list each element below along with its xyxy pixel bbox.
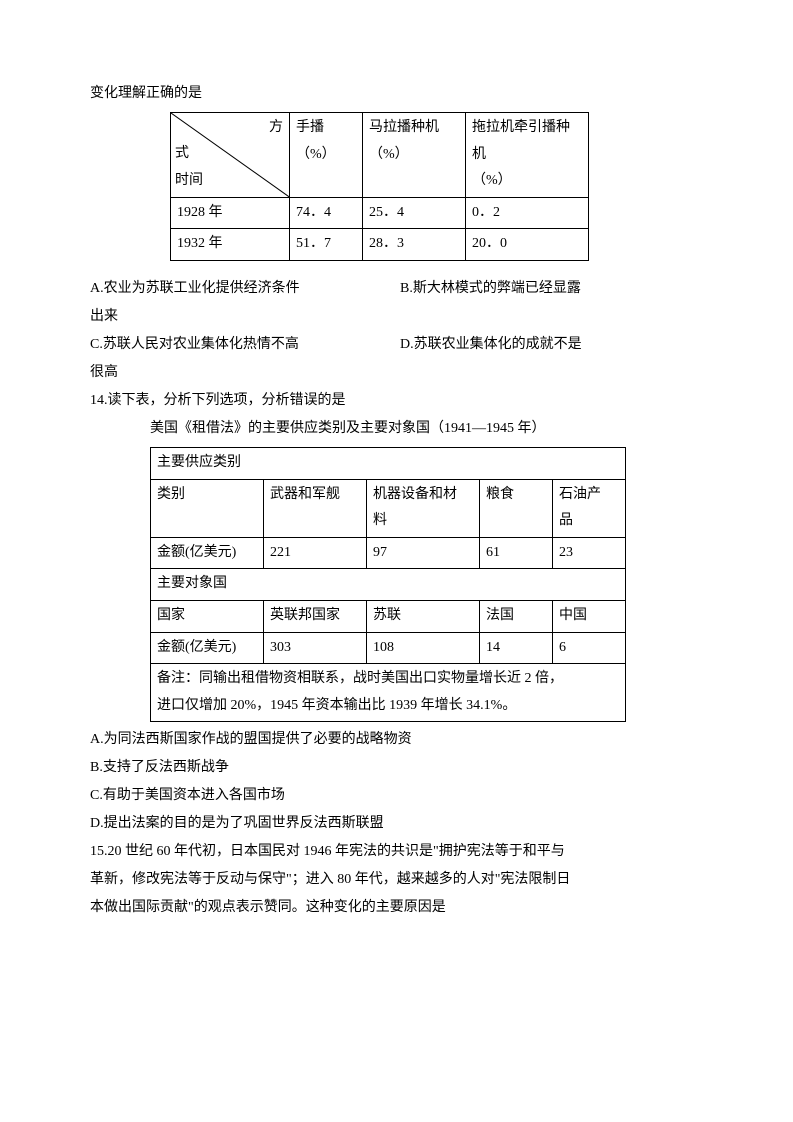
q13-r2-v3: 20．0 <box>466 229 589 261</box>
q14-stem: 14.读下表，分析下列选项，分析错误的是 <box>90 387 703 415</box>
q13-r1-v3: 0．2 <box>466 197 589 229</box>
q14-opt-d: D.提出法案的目的是为了巩固世界反法西斯联盟 <box>90 810 703 838</box>
q13-opt-c: C.苏联人民对农业集体化热情不高 <box>90 331 400 359</box>
q13-opt-a: A.农业为苏联工业化提供经济条件 <box>90 275 400 303</box>
q14-r2v-4: 6 <box>553 632 626 664</box>
q14-r2h-4: 中国 <box>553 600 626 632</box>
q13-r2-year: 1932 年 <box>171 229 290 261</box>
q14-r1v-0: 金额(亿美元) <box>151 537 264 569</box>
q13-r1-year: 1928 年 <box>171 197 290 229</box>
q14-r2v-0: 金额(亿美元) <box>151 632 264 664</box>
q14-table: 主要供应类别 类别 武器和军舰 机器设备和材料 粮食 石油产品 金额(亿美元) … <box>150 447 626 722</box>
q13-r2-v2: 28．3 <box>363 229 466 261</box>
q14-r1v-2: 97 <box>367 537 480 569</box>
q13-table: 方 式 时间 手播（%） 马拉播种机（%） 拖拉机牵引播种机（%） 1928 年… <box>170 112 589 261</box>
q14-r1v-4: 23 <box>553 537 626 569</box>
q13-r1-v1: 74．4 <box>290 197 363 229</box>
q13-r1-v2: 25．4 <box>363 197 466 229</box>
q14-r1h-0: 类别 <box>151 479 264 537</box>
q15-l2: 革新，修改宪法等于反动与保守"；进入 80 年代，越来越多的人对"宪法限制日 <box>90 866 703 894</box>
q14-r2h-2: 苏联 <box>367 600 480 632</box>
q13-intro: 变化理解正确的是 <box>90 80 703 108</box>
q14-r2v-1: 303 <box>264 632 367 664</box>
q13-diag-cell: 方 式 时间 <box>171 113 290 198</box>
q14-opt-c: C.有助于美国资本进入各国市场 <box>90 782 703 810</box>
q14-r2v-2: 108 <box>367 632 480 664</box>
diag-top: 方 <box>269 115 283 142</box>
q14-note: 备注：同输出租借物资相联系，战时美国出口实物量增长近 2 倍，进口仅增加 20%… <box>151 664 626 722</box>
q14-r1h-2: 机器设备和材料 <box>367 479 480 537</box>
q14-r2h-0: 国家 <box>151 600 264 632</box>
q14-r2h-3: 法国 <box>480 600 553 632</box>
q13-opt-d: D.苏联农业集体化的成就不是 <box>400 331 582 359</box>
q14-r2v-3: 14 <box>480 632 553 664</box>
q14-r1v-3: 61 <box>480 537 553 569</box>
q14-opt-b: B.支持了反法西斯战争 <box>90 754 703 782</box>
q14-r1h-1: 武器和军舰 <box>264 479 367 537</box>
q13-opt-b: B.斯大林模式的弊端已经显露 <box>400 275 581 303</box>
q13-opt-d-cont: 很高 <box>90 359 703 387</box>
q13-h3: 拖拉机牵引播种机（%） <box>466 113 589 198</box>
q13-r2-v1: 51．7 <box>290 229 363 261</box>
q13-h1: 手播（%） <box>290 113 363 198</box>
q14-r1v-1: 221 <box>264 537 367 569</box>
q14-r2h-1: 英联邦国家 <box>264 600 367 632</box>
q14-sec2: 主要对象国 <box>151 569 626 601</box>
q14-sec1: 主要供应类别 <box>151 447 626 479</box>
q14-opt-a: A.为同法西斯国家作战的盟国提供了必要的战略物资 <box>90 726 703 754</box>
diag-mid: 式 <box>175 141 189 168</box>
diag-bot: 时间 <box>175 168 203 195</box>
q13-h2: 马拉播种机（%） <box>363 113 466 198</box>
q14-r1h-3: 粮食 <box>480 479 553 537</box>
q14-caption: 美国《租借法》的主要供应类别及主要对象国（1941―1945 年） <box>90 415 703 443</box>
q14-r1h-4: 石油产品 <box>553 479 626 537</box>
q13-opt-b-cont: 出来 <box>90 303 703 331</box>
q15-l1: 15.20 世纪 60 年代初，日本国民对 1946 年宪法的共识是"拥护宪法等… <box>90 838 703 866</box>
q15-l3: 本做出国际贡献"的观点表示赞同。这种变化的主要原因是 <box>90 894 703 922</box>
